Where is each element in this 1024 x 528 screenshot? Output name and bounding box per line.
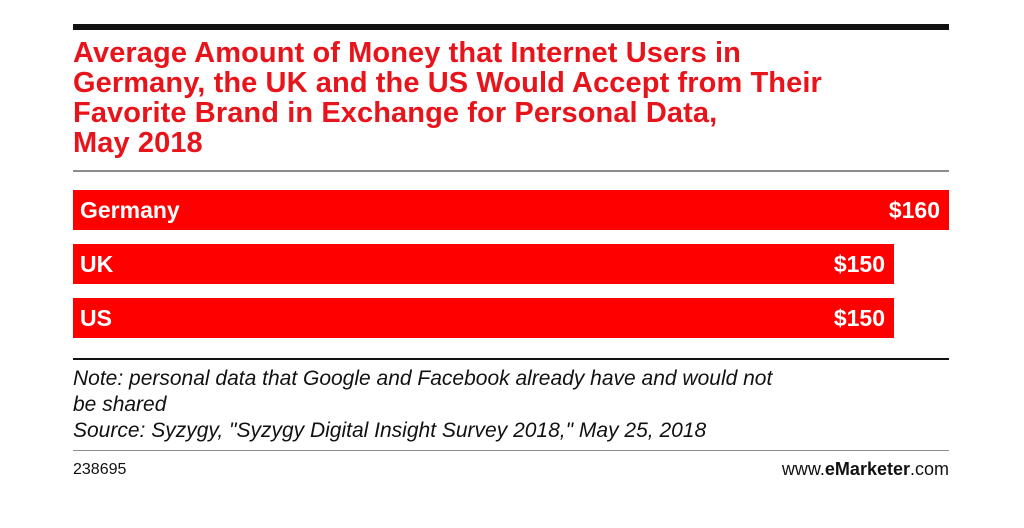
bar-uk: UK $150 <box>73 244 894 284</box>
note-line: Note: personal data that Google and Face… <box>73 367 773 390</box>
bar-us: US $150 <box>73 298 894 338</box>
bar-value-label: $160 <box>888 197 940 223</box>
footer: 238695 www.eMarketer.com <box>73 455 949 485</box>
bar-category-label: US <box>80 305 112 331</box>
bar-category-label: Germany <box>80 197 180 223</box>
chart-title-line: Germany, the UK and the US Would Accept … <box>73 67 822 99</box>
bar-germany: Germany $160 <box>73 190 949 230</box>
chart-notes: Note: personal data that Google and Face… <box>73 366 949 444</box>
emarketer-link[interactable]: www.eMarketer.com <box>782 459 949 480</box>
chart-id: 238695 <box>73 461 127 478</box>
note-line: be shared <box>73 393 167 416</box>
chart-title-line: Average Amount of Money that Internet Us… <box>73 37 741 69</box>
chart-title: Average Amount of Money that Internet Us… <box>73 38 949 158</box>
footer-divider <box>73 450 949 451</box>
brand-name: eMarketer <box>824 459 910 479</box>
bar-category-label: UK <box>80 251 114 277</box>
chart-title-line: May 2018 <box>73 127 203 159</box>
brand-suffix: .com <box>909 459 949 479</box>
chart-title-line: Favorite Brand in Exchange for Personal … <box>73 97 718 129</box>
chart-container: Average Amount of Money that Internet Us… <box>73 24 949 485</box>
brand-prefix: www. <box>781 459 825 479</box>
source-line: Source: Syzygy, "Syzygy Digital Insight … <box>73 419 707 442</box>
title-divider <box>73 170 949 172</box>
bar-value-label: $150 <box>833 251 885 277</box>
bar-value-label: $150 <box>833 305 885 331</box>
note-divider <box>73 358 949 360</box>
top-rule <box>73 24 949 30</box>
bar-chart: Germany $160 UK $150 US $150 <box>73 190 949 346</box>
